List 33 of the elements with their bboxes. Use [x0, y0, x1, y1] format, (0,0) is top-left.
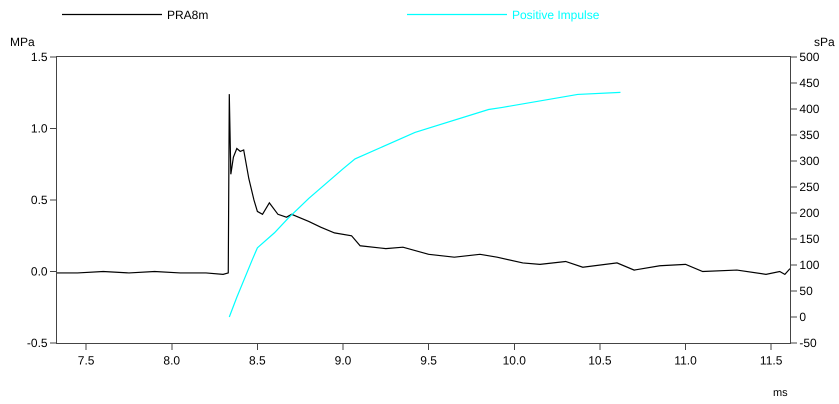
line-series — [228, 92, 622, 318]
x-tick-label: 10.0 — [502, 353, 526, 368]
text: Positive Impulse — [512, 8, 600, 22]
x-tick-label: 11.5 — [760, 353, 783, 368]
y2-tick-label: 100 — [799, 258, 820, 272]
y2-tick-label: 0 — [799, 310, 806, 324]
x-tick-label: 9.0 — [334, 353, 352, 368]
x-tick-label: 8.0 — [163, 353, 180, 368]
y2-tick-label: 500 — [799, 50, 820, 64]
text: PRA8m — [167, 8, 208, 22]
y-tick-label: 0.5 — [30, 193, 48, 208]
y2-axis-title: sPa — [814, 35, 836, 49]
y2-tick-label: 400 — [799, 102, 820, 116]
x-tick-label: 9.5 — [420, 353, 438, 368]
y2-tick-label: 50 — [799, 284, 814, 298]
x-tick-label: 11.0 — [674, 353, 698, 368]
x-axis-title: ms — [773, 387, 788, 399]
y2-tick-label: 350 — [799, 128, 820, 142]
x-tick-label: 8.5 — [249, 353, 266, 368]
y2-tick-label: 300 — [799, 154, 820, 168]
y2-tick-label: 450 — [799, 76, 820, 90]
y-tick-label: -0.5 — [26, 336, 48, 350]
x-tick-label: 7.5 — [78, 353, 95, 368]
y-tick-label: 1.5 — [30, 50, 48, 64]
y2-tick-label: 250 — [799, 180, 820, 194]
y-axis-title: MPa — [10, 35, 35, 49]
y2-tick-label: 200 — [799, 206, 820, 220]
y-tick-label: 1.0 — [30, 122, 48, 136]
x-tick-label: 10.5 — [588, 353, 612, 368]
y2-tick-label: -50 — [799, 336, 818, 350]
y-tick-label: 0.0 — [30, 264, 48, 279]
y2-tick-label: 150 — [799, 232, 820, 246]
line-series — [57, 94, 790, 275]
